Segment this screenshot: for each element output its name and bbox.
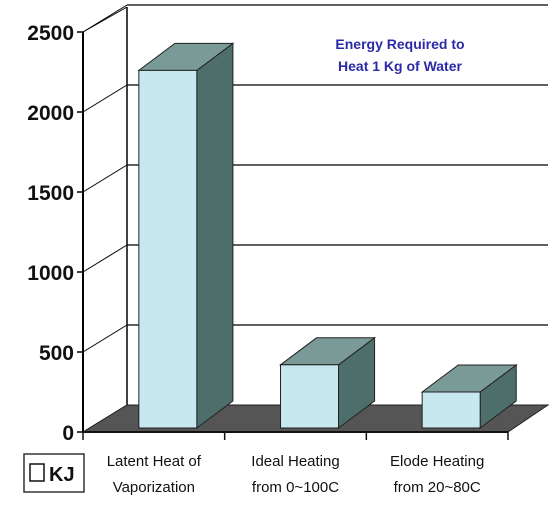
category-label-3: Elode Heating from 20~80C	[390, 453, 484, 496]
legend-box	[23, 453, 85, 493]
category-label-1-line-1: Latent Heat of	[107, 453, 202, 470]
y-tick-label-2500: 2500	[27, 22, 74, 45]
y-tick-label-1000: 1000	[27, 262, 74, 285]
bar-front-2	[280, 364, 339, 429]
side-gridline-1500	[82, 164, 128, 193]
category-label-3-line-2: from 20~80C	[394, 479, 481, 496]
chart-title-line-1: Energy Required to	[335, 36, 464, 52]
bar-front-1	[138, 69, 198, 429]
side-wall-top	[82, 6, 128, 33]
side-gridline-1000	[82, 244, 128, 273]
category-label-2: Ideal Heating from 0~100C	[251, 453, 339, 496]
y-tick-label-500: 500	[39, 342, 74, 365]
category-label-2-line-2: from 0~100C	[252, 479, 339, 496]
bars-layer	[137, 42, 518, 429]
category-label-1: Latent Heat of Vaporization	[107, 453, 202, 496]
category-label-3-line-1: Elode Heating	[390, 453, 484, 470]
side-gridline-2000	[82, 84, 128, 113]
legend-swatch	[29, 463, 45, 482]
y-tick-label-0: 0	[62, 422, 74, 445]
bar-front-3	[421, 391, 481, 429]
side-gridline-500	[82, 324, 128, 353]
y-axis-ticks: 0 500 1000 1500 2000 2500	[27, 22, 74, 445]
bar-3	[420, 364, 518, 429]
bar-side-1	[196, 42, 234, 429]
bar-1	[137, 42, 235, 429]
x-axis-categories: Latent Heat of Vaporization Ideal Heating f…	[82, 431, 509, 496]
category-label-2-line-1: Ideal Heating	[251, 453, 339, 470]
bar-2	[278, 336, 377, 429]
y-tick-label-1500: 1500	[27, 182, 74, 205]
y-tick-label-2000: 2000	[27, 102, 74, 125]
chart-title-line-2: Heat 1 Kg of Water	[338, 58, 462, 74]
legend-label: KJ	[49, 464, 75, 486]
category-label-1-line-2: Vaporization	[113, 479, 195, 496]
legend: KJ	[23, 453, 85, 493]
